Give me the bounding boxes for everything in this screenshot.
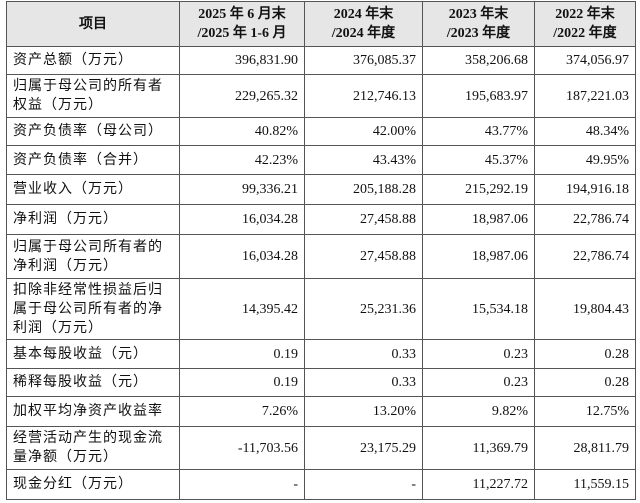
- header-cell: 项目: [6, 1, 180, 47]
- value-cell: 19,804.43: [534, 278, 636, 340]
- table-row: 现金分红（万元） - -11,227.72 11,559.15: [6, 469, 636, 500]
- value-cell: 18,987.06: [422, 204, 535, 235]
- header-cell: 2022 年末/2022 年度: [534, 1, 636, 47]
- value-cell: 0.23: [422, 339, 535, 369]
- value-cell: 14,395.42: [179, 278, 305, 340]
- header-cell: 2025 年 6 月末/2025 年 1-6 月: [179, 1, 305, 47]
- table-row: 稀释每股收益（元） 0.19 0.33 0.23 0.28: [6, 368, 636, 397]
- header-text: 项目: [79, 16, 107, 32]
- value-cell: 0.33: [304, 339, 423, 369]
- value-cell: 45.37%: [422, 145, 535, 175]
- value-cell: 215,292.19: [422, 174, 535, 205]
- header-text: /2023 年度: [446, 26, 511, 41]
- value-cell: 11,369.79: [422, 426, 535, 470]
- value-cell: 187,221.03: [534, 74, 636, 118]
- table-row: 归属于母公司的所有者权益（万元） 229,265.32 212,746.13 195,…: [6, 74, 636, 118]
- value-cell: 376,085.37: [304, 46, 423, 75]
- value-cell: 0.28: [534, 339, 636, 369]
- header-text: /2022 年度: [553, 26, 617, 41]
- header-text: 2023 年末: [448, 7, 509, 22]
- value-cell: 396,831.90: [179, 46, 305, 75]
- value-cell: 15,534.18: [422, 278, 535, 340]
- value-cell: 40.82%: [179, 117, 305, 146]
- row-label: 基本每股收益（元）: [6, 339, 180, 369]
- value-cell: 43.77%: [422, 117, 535, 146]
- value-cell: 42.00%: [304, 117, 423, 146]
- value-cell: 25,231.36: [304, 278, 423, 340]
- value-cell: 0.33: [304, 368, 423, 397]
- value-cell: -: [179, 469, 305, 500]
- value-cell: -11,703.56: [179, 426, 305, 470]
- table-row: 资产负债率（合并） 42.23% 43.43% 45.37% 49.95%: [6, 145, 636, 175]
- value-cell: 22,786.74: [534, 204, 636, 235]
- value-cell: 194,916.18: [534, 174, 636, 205]
- value-cell: 0.28: [534, 368, 636, 397]
- table-row: 加权平均净资产收益率 7.26% 13.20% 9.82% 12.75%: [6, 396, 636, 427]
- table-row: 资产负债率（母公司） 40.82% 42.00% 43.77% 48.34%: [6, 117, 636, 146]
- value-cell: 0.19: [179, 368, 305, 397]
- value-cell: 18,987.06: [422, 234, 535, 279]
- table-row: 归属于母公司所有者的净利润（万元） 16,034.28 27,458.88 18,98…: [6, 234, 636, 279]
- row-label: 资产负债率（合并）: [6, 145, 180, 175]
- value-cell: 48.34%: [534, 117, 636, 146]
- value-cell: 12.75%: [534, 396, 636, 427]
- value-cell: 43.43%: [304, 145, 423, 175]
- value-cell: 27,458.88: [304, 234, 423, 279]
- value-cell: 49.95%: [534, 145, 636, 175]
- value-cell: 0.23: [422, 368, 535, 397]
- value-cell: 28,811.79: [534, 426, 636, 470]
- value-cell: 16,034.28: [179, 234, 305, 279]
- table-row: 经营活动产生的现金流量净额（万元） -11,703.56 23,175.29 11,3…: [6, 426, 636, 470]
- row-label: 归属于母公司的所有者权益（万元）: [6, 74, 180, 118]
- header-text: 2024 年末: [333, 7, 394, 22]
- value-cell: 16,034.28: [179, 204, 305, 235]
- value-cell: 195,683.97: [422, 74, 535, 118]
- row-label: 资产负债率（母公司）: [6, 117, 180, 146]
- header-text: /2024 年度: [331, 26, 396, 41]
- row-label: 扣除非经常性损益后归属于母公司所有者的净利润（万元）: [6, 278, 180, 340]
- value-cell: 22,786.74: [534, 234, 636, 279]
- value-cell: 374,056.97: [534, 46, 636, 75]
- table-body: 资产总额（万元） 396,831.90 376,085.37 358,206.68 37…: [6, 46, 636, 500]
- value-cell: 0.19: [179, 339, 305, 369]
- value-cell: 212,746.13: [304, 74, 423, 118]
- value-cell: 7.26%: [179, 396, 305, 427]
- value-cell: 23,175.29: [304, 426, 423, 470]
- value-cell: 13.20%: [304, 396, 423, 427]
- row-label: 现金分红（万元）: [6, 469, 180, 500]
- table-row: 扣除非经常性损益后归属于母公司所有者的净利润（万元） 14,395.42 25,23…: [6, 278, 636, 340]
- row-label: 经营活动产生的现金流量净额（万元）: [6, 426, 180, 470]
- row-label: 加权平均净资产收益率: [6, 396, 180, 427]
- value-cell: 99,336.21: [179, 174, 305, 205]
- table-row: 净利润（万元） 16,034.28 27,458.88 18,987.06 22,786…: [6, 204, 636, 235]
- row-label: 稀释每股收益（元）: [6, 368, 180, 397]
- header-cell: 2023 年末/2023 年度: [422, 1, 535, 47]
- header-text: /2025 年 1-6 月: [197, 26, 287, 41]
- row-label: 归属于母公司所有者的净利润（万元）: [6, 234, 180, 279]
- row-label: 营业收入（万元）: [6, 174, 180, 205]
- value-cell: 229,265.32: [179, 74, 305, 118]
- value-cell: 42.23%: [179, 145, 305, 175]
- row-label: 净利润（万元）: [6, 204, 180, 235]
- header-cell: 2024 年末/2024 年度: [304, 1, 423, 47]
- row-label: 资产总额（万元）: [6, 46, 180, 75]
- value-cell: 358,206.68: [422, 46, 535, 75]
- value-cell: 27,458.88: [304, 204, 423, 235]
- header-text: 2022 年末: [555, 7, 615, 22]
- financial-table: 项目 2025 年 6 月末/2025 年 1-6 月 2024 年末/2024 年…: [6, 1, 636, 500]
- table-row: 营业收入（万元） 99,336.21 205,188.28 215,292.19 194…: [6, 174, 636, 205]
- value-cell: 11,559.15: [534, 469, 636, 500]
- value-cell: 9.82%: [422, 396, 535, 427]
- value-cell: 205,188.28: [304, 174, 423, 205]
- table-row: 基本每股收益（元） 0.19 0.33 0.23 0.28: [6, 339, 636, 369]
- header-row: 项目 2025 年 6 月末/2025 年 1-6 月 2024 年末/2024 年…: [6, 1, 636, 47]
- header-text: 2025 年 6 月末: [198, 7, 286, 22]
- value-cell: 11,227.72: [422, 469, 535, 500]
- value-cell: -: [304, 469, 423, 500]
- table-row: 资产总额（万元） 396,831.90 376,085.37 358,206.68 37…: [6, 46, 636, 75]
